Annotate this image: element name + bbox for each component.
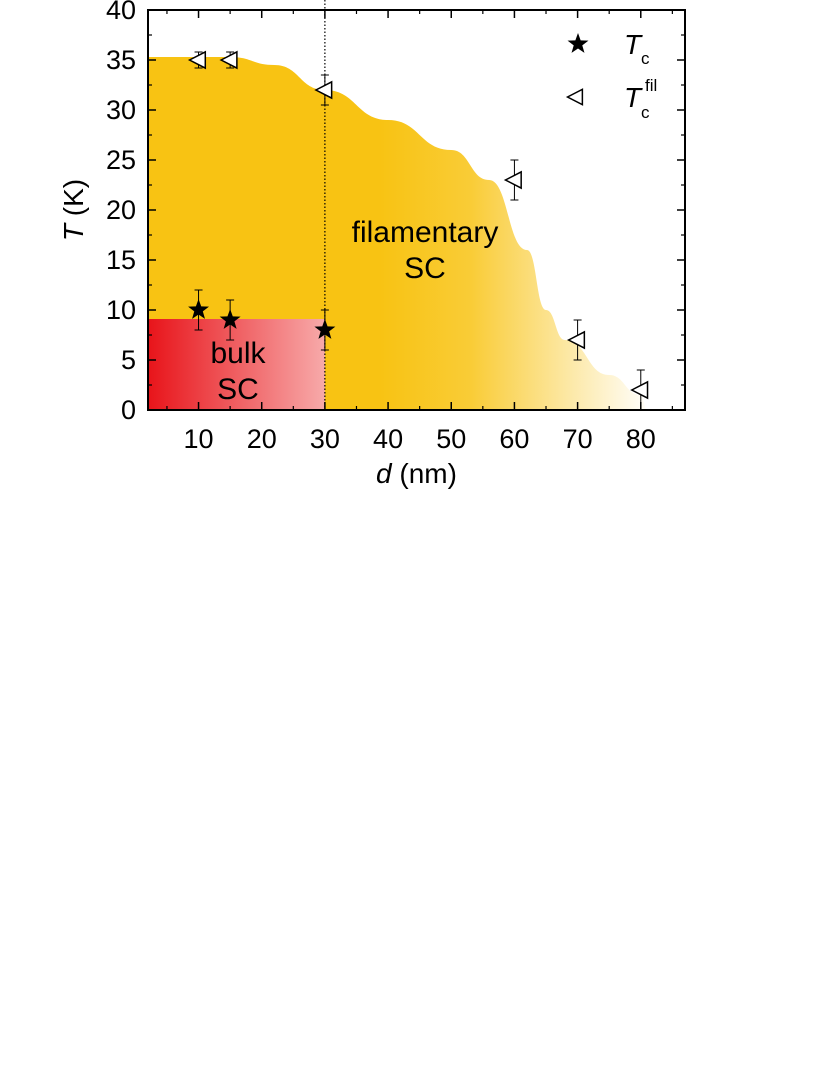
tc-fil-triangle-point bbox=[503, 170, 522, 190]
tc-fil-triangle-point bbox=[566, 330, 586, 350]
y-tick-label: 30 bbox=[106, 95, 136, 125]
tc-star-point bbox=[188, 299, 209, 319]
y-tick-label: 40 bbox=[106, 0, 136, 25]
legend-tcfil-subscript: c bbox=[641, 103, 650, 122]
tc-fil-triangle-point bbox=[630, 380, 649, 400]
bulk-sc-region bbox=[148, 319, 325, 410]
y-tick-label: 5 bbox=[121, 345, 136, 375]
legend-triangle-icon bbox=[565, 88, 584, 106]
y-axis-label: T (K) bbox=[58, 179, 89, 241]
legend-star-icon bbox=[567, 33, 589, 53]
legend-tc-label: T bbox=[624, 29, 643, 60]
legend-tcfil-label: T bbox=[624, 82, 643, 113]
x-tick-label: 50 bbox=[436, 424, 466, 454]
tc-star-point bbox=[219, 309, 241, 329]
marks-layer bbox=[187, 50, 649, 411]
y-tick-label: 10 bbox=[106, 295, 136, 325]
x-tick-label: 20 bbox=[247, 424, 277, 454]
tc-star-point bbox=[314, 319, 336, 339]
x-tick-label: 40 bbox=[373, 424, 403, 454]
x-tick-label: 70 bbox=[563, 424, 593, 454]
y-tick-label: 25 bbox=[106, 145, 136, 175]
y-tick-label: 0 bbox=[121, 395, 136, 425]
filamentary-sc-label: filamentary bbox=[352, 216, 499, 249]
bulk-sc-label: SC bbox=[217, 373, 259, 406]
tc-fil-triangle-point bbox=[314, 80, 333, 100]
axes-layer: 10 20 30 40 50 60 70 80 0 5 10 15 20 25 30 35 40 d (nm) T … bbox=[58, 0, 686, 489]
y-tick-label: 20 bbox=[106, 195, 136, 225]
y-tick-label: 35 bbox=[106, 45, 136, 75]
y-tick-label: 15 bbox=[106, 245, 136, 275]
regions-layer bbox=[148, 57, 648, 410]
bulk-sc-label: bulk bbox=[210, 337, 266, 370]
x-tick-label: 60 bbox=[499, 424, 529, 454]
x-tick-label: 10 bbox=[184, 424, 214, 454]
x-axis-label: d (nm) bbox=[376, 458, 457, 489]
filamentary-sc-label: SC bbox=[404, 252, 446, 285]
legend-tcfil-superscript: fil bbox=[645, 76, 657, 95]
tc-fil-triangle-point bbox=[187, 50, 207, 70]
x-tick-label: 80 bbox=[626, 424, 656, 454]
legend-tc-subscript: c bbox=[641, 49, 650, 68]
tc-fil-triangle-point bbox=[219, 50, 238, 70]
x-tick-label: 30 bbox=[310, 424, 340, 454]
